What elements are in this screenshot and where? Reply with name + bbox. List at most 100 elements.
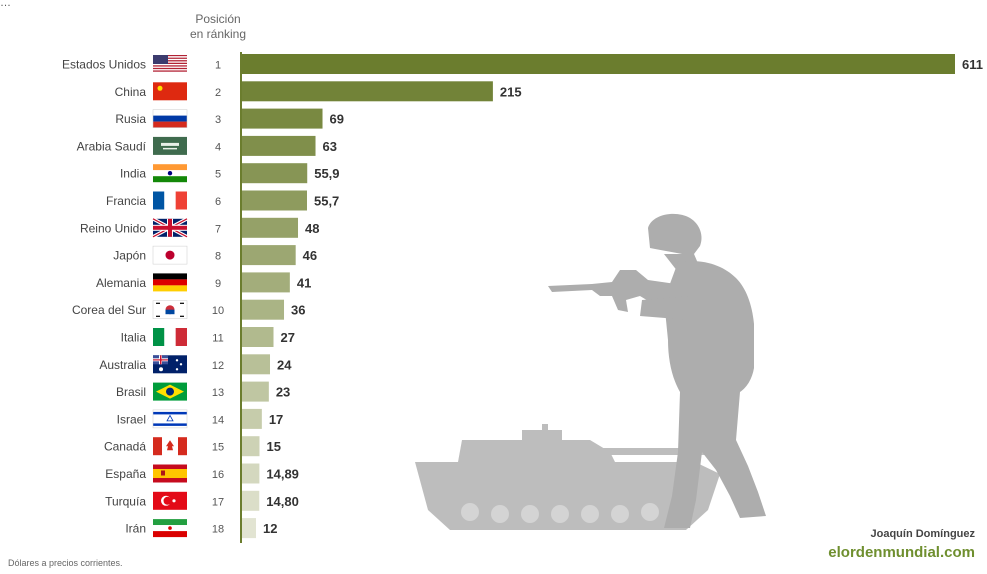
bar [242, 436, 260, 457]
turkey-flag-icon [153, 491, 187, 510]
category-label: Arabia Saudí [77, 139, 147, 153]
value-label: 14,80 [266, 494, 299, 509]
value-label: 41 [297, 275, 311, 290]
category-label: Reino Unido [80, 221, 146, 235]
value-label: 36 [291, 303, 305, 318]
value-label: 27 [281, 330, 295, 345]
value-label: 24 [277, 357, 292, 372]
category-label: Corea del Sur [72, 303, 146, 317]
value-label: 17 [269, 412, 283, 427]
south-korea-flag-icon [152, 300, 188, 319]
category-label: Irán [125, 522, 146, 536]
rank-label: 13 [212, 387, 224, 399]
value-label: 55,9 [314, 166, 339, 181]
category-label: Estados Unidos [62, 58, 146, 72]
france-flag-icon [153, 191, 187, 210]
bar [242, 217, 299, 238]
rank-label: 12 [212, 360, 224, 372]
value-label: 23 [276, 385, 290, 400]
rank-label: 9 [215, 278, 221, 290]
germany-flag-icon [153, 273, 187, 292]
bar [242, 54, 955, 74]
rank-label: 1 [215, 60, 221, 72]
header-fragment: … [0, 0, 11, 6]
category-label: Rusia [115, 112, 146, 126]
bar [242, 463, 260, 484]
spain-flag-icon [153, 464, 187, 483]
bar-row: Estados Unidos 1 611 [62, 54, 983, 74]
bar-row: Israel 14 17 [117, 408, 283, 429]
bar [242, 135, 316, 156]
bar [242, 299, 285, 320]
credit-site-link[interactable]: elordenmundial.com [828, 544, 975, 561]
bar-row: Australia 12 24 [99, 354, 292, 375]
rank-label: 11 [212, 333, 223, 345]
category-label: Alemania [96, 276, 146, 290]
soldier-silhouette-icon [548, 213, 766, 528]
category-label: China [115, 85, 147, 99]
category-label: Brasil [116, 385, 146, 399]
rank-label: 2 [215, 87, 221, 99]
rank-label: 18 [212, 524, 224, 536]
bar-row: Japón 8 46 [113, 245, 317, 266]
bar-row: Corea del Sur 10 36 [72, 299, 305, 320]
bar-row: Rusia 3 69 [115, 108, 344, 129]
credit-author: Joaquín Domínguez [870, 528, 976, 540]
value-label: 63 [323, 139, 337, 154]
bar-row: Brasil 13 23 [116, 381, 290, 402]
category-label: Japón [113, 249, 146, 263]
value-label: 15 [267, 439, 281, 454]
japan-flag-icon [152, 245, 188, 265]
bar-row: Reino Unido 7 48 [80, 217, 319, 239]
rank-label: 15 [212, 442, 224, 454]
china-flag-icon [153, 82, 187, 101]
bar [242, 381, 269, 402]
bar [242, 81, 493, 102]
saudi-flag-icon [153, 136, 187, 155]
us-flag-icon [153, 55, 187, 72]
bar-row: Arabia Saudí 4 63 [77, 135, 337, 156]
bar [242, 272, 290, 293]
category-label: Turquía [105, 494, 146, 508]
brazil-flag-icon [153, 382, 187, 401]
rank-label: 4 [215, 141, 221, 153]
russia-flag-icon [152, 109, 188, 128]
category-label: Italia [121, 331, 147, 345]
rank-header-line-1: Posición [195, 12, 241, 26]
bar-row: Turquía 17 14,80 [105, 490, 299, 511]
bar-row: Alemania 9 41 [96, 272, 311, 293]
rank-header: Posición en ránking [178, 12, 258, 42]
bar [242, 190, 307, 211]
category-label: Canadá [104, 440, 146, 454]
rank-header-line-2: en ránking [189, 27, 247, 41]
value-label: 69 [330, 112, 344, 127]
bar-row: Italia 11 27 [121, 327, 295, 347]
rank-label: 16 [212, 469, 224, 481]
bar [242, 354, 271, 375]
footnote: Dólares a precios corrientes. [8, 558, 123, 568]
rank-label: 6 [215, 196, 221, 208]
rank-label: 10 [212, 305, 224, 317]
australia-flag-icon [153, 355, 187, 374]
rank-label: 8 [215, 251, 221, 263]
india-flag-icon [153, 164, 187, 183]
bar [242, 245, 296, 266]
bar [242, 518, 257, 539]
bar-row: China 2 215 [115, 81, 522, 102]
value-label: 55,7 [314, 194, 339, 209]
iran-flag-icon [153, 519, 187, 538]
tank-wheels-icon [461, 503, 659, 523]
rank-label: 7 [215, 223, 221, 235]
bar-row: Francia 6 55,7 [106, 190, 339, 211]
category-label: Francia [106, 194, 146, 208]
value-label: 48 [305, 221, 319, 236]
category-label: Australia [99, 358, 146, 372]
category-label: Israel [117, 412, 146, 426]
category-label: España [105, 467, 146, 481]
bar-row: Canadá 15 15 [104, 436, 281, 457]
bar [242, 163, 308, 184]
uk-flag-icon [152, 217, 188, 239]
bar-row: Irán 18 12 [125, 518, 277, 539]
